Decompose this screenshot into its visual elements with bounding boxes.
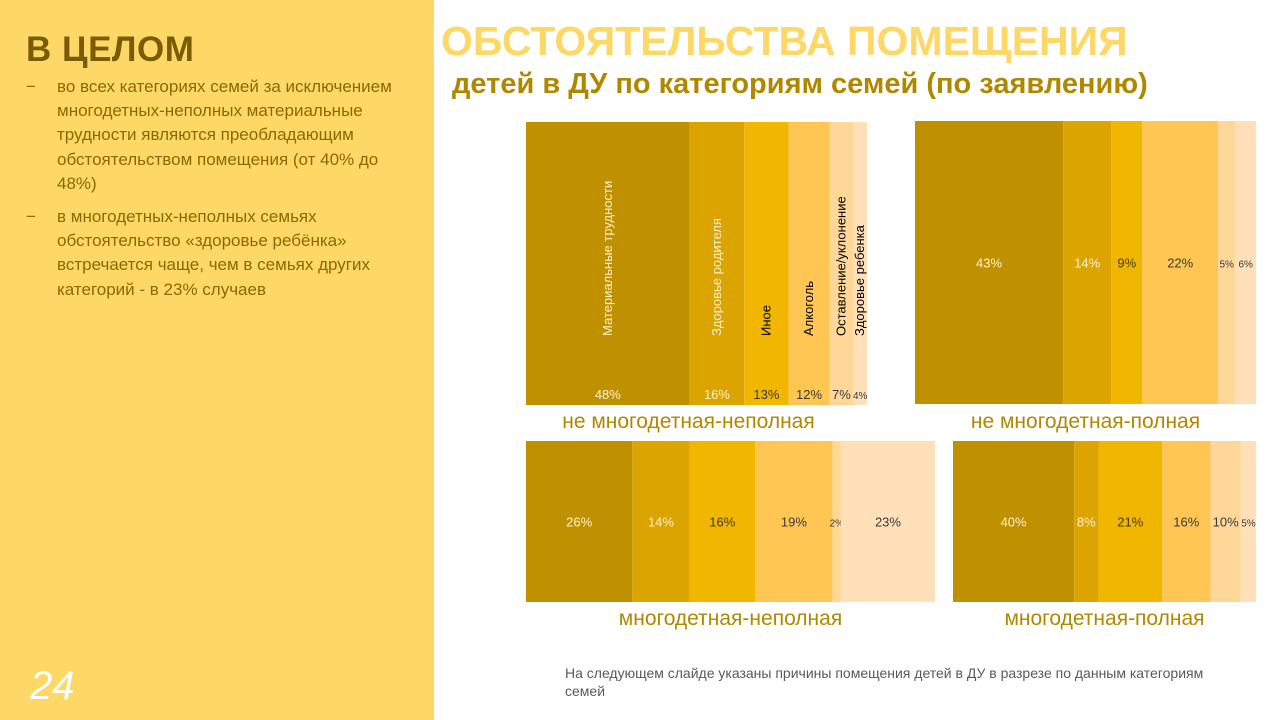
category-label: Здоровье родителя: [709, 218, 724, 336]
value-label: 14%: [1074, 256, 1100, 271]
summary-bullet-1: − во всех категориях семей за исключение…: [26, 75, 406, 196]
value-label: 8%: [1077, 515, 1096, 530]
segment-bar: [915, 121, 1064, 404]
left-panel: В ЦЕЛОМ − во всех категориях семей за ис…: [0, 0, 434, 720]
chart-category-title: многодетная-неполная: [619, 607, 842, 630]
segment-bar: [832, 441, 841, 602]
page-number: 24: [30, 664, 75, 708]
category-label: Здоровье ребенка: [852, 224, 867, 336]
value-label: 6%: [1238, 260, 1253, 271]
bullet-dash: −: [26, 207, 36, 226]
segment-bar: [1235, 121, 1256, 404]
segment-bar: [1218, 121, 1236, 404]
segment-bar: [1098, 441, 1163, 602]
value-label: 40%: [1001, 515, 1027, 530]
value-label: 14%: [648, 515, 674, 530]
value-label: 16%: [709, 515, 735, 530]
value-label: 26%: [566, 515, 592, 530]
value-label: 16%: [704, 387, 730, 402]
segment-bar: [840, 441, 935, 602]
summary-bullet-2: − в многодетных-неполных семьях обстояте…: [26, 205, 406, 302]
value-label: 10%: [1213, 515, 1239, 530]
value-label: 5%: [1241, 519, 1256, 530]
mosaic-chart-3: 26% 14% 16% 19% 2% 23% многодетная-неполная: [526, 441, 935, 630]
category-label: Алкоголь: [801, 281, 816, 336]
segment-bar: [526, 441, 633, 602]
value-label: 13%: [753, 387, 779, 402]
value-label: 5%: [1219, 260, 1234, 271]
value-label: 9%: [1117, 256, 1136, 271]
bullet-dash: −: [26, 77, 36, 96]
segment-bar: [526, 122, 690, 405]
segment-bar: [632, 441, 690, 602]
value-label: 22%: [1167, 256, 1193, 271]
value-label: 12%: [796, 387, 822, 402]
chart-category-title: многодетная-полная: [1004, 607, 1204, 630]
chart-category-title: не многодетная-неполная: [562, 410, 815, 433]
value-label: 19%: [781, 515, 807, 530]
category-label: Материальные трудности: [600, 181, 615, 336]
bullet-text: во всех категориях семей за исключением …: [57, 77, 392, 193]
slide-title: ОБСТОЯТЕЛЬСТВА ПОМЕЩЕНИЯ: [441, 18, 1128, 64]
value-label: 21%: [1117, 515, 1143, 530]
segment-bar: [1111, 121, 1143, 404]
segment-bar: [744, 122, 789, 405]
value-label: 4%: [853, 391, 868, 402]
value-label: 7%: [832, 387, 851, 402]
segment-bar: [829, 122, 854, 405]
mosaic-chart-2: 43% 14% 9% 22% 5% 6% не многодетная-полная: [915, 121, 1256, 433]
segment-bar: [1063, 121, 1112, 404]
segment-bar: [1210, 441, 1241, 602]
category-label: Оставление/уклонение: [833, 196, 848, 336]
value-label: 43%: [976, 256, 1002, 271]
mosaic-chart-1: 48% Материальные трудности 16% Здоровье род…: [526, 122, 868, 433]
segment-bar: [755, 441, 833, 602]
value-label: 2%: [830, 519, 845, 530]
value-label: 48%: [595, 387, 621, 402]
segment-bar: [689, 122, 745, 405]
value-label: 23%: [875, 515, 901, 530]
segment-bar: [853, 122, 867, 405]
chart-category-title: не многодетная-полная: [971, 410, 1200, 433]
segment-bar: [689, 441, 756, 602]
segment-bar: [1162, 441, 1211, 602]
slide-subtitle: детей в ДУ по категориям семей (по заявл…: [452, 68, 1148, 100]
summary-heading: В ЦЕЛОМ: [26, 30, 195, 69]
value-label: 16%: [1173, 515, 1199, 530]
footnote: На следующем слайде указаны причины поме…: [565, 665, 1204, 699]
segment-bar: [1240, 441, 1256, 602]
mosaic-chart-4: 40% 8% 21% 16% 10% 5% многодетная-полная: [953, 441, 1256, 630]
segment-bar: [1074, 441, 1099, 602]
segment-bar: [1142, 121, 1219, 404]
segment-bar: [788, 122, 830, 405]
bullet-text: в многодетных-неполных семьях обстоятель…: [57, 207, 370, 299]
segment-bar: [953, 441, 1075, 602]
category-label: Иное: [758, 305, 773, 336]
